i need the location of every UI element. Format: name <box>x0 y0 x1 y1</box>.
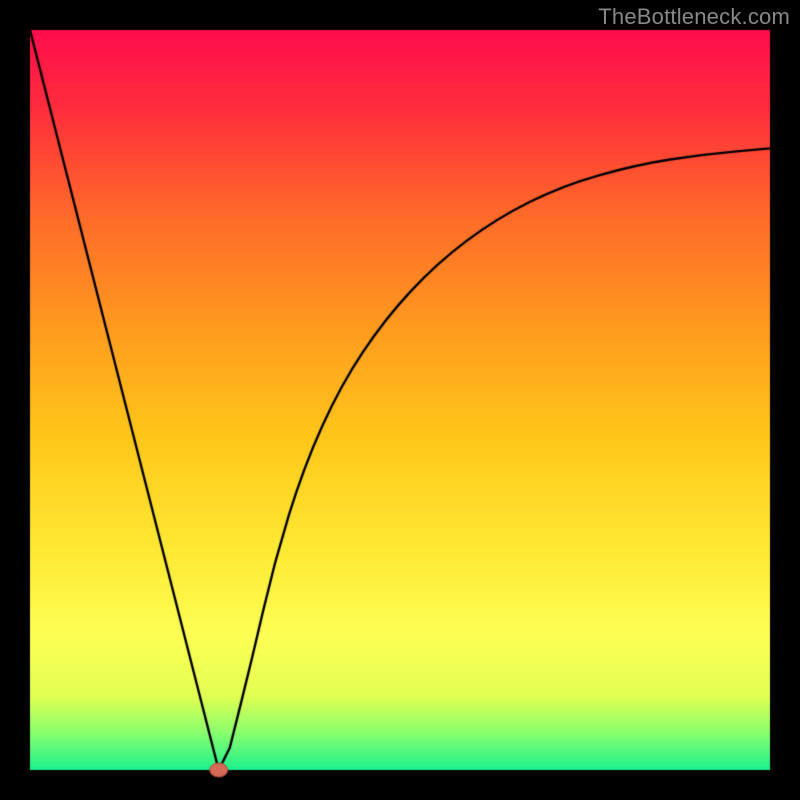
chart-canvas <box>0 0 800 800</box>
watermark-label: TheBottleneck.com <box>598 4 790 30</box>
bottleneck-chart: TheBottleneck.com <box>0 0 800 800</box>
